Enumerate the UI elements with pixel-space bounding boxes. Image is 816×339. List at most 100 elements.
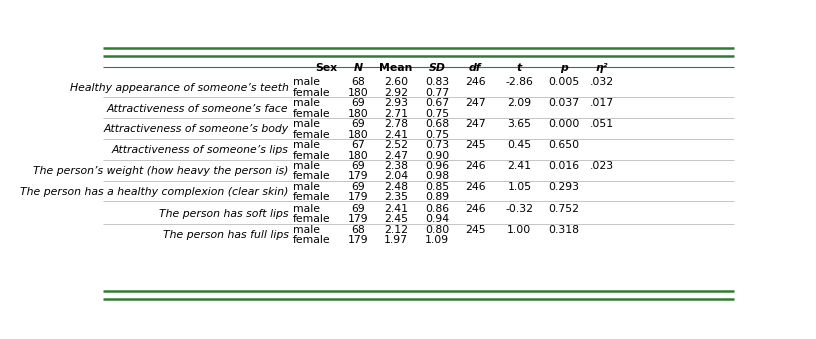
Text: 1.09: 1.09 — [425, 235, 450, 245]
Text: 0.86: 0.86 — [425, 204, 450, 214]
Text: .023: .023 — [589, 161, 614, 171]
Text: 2.41: 2.41 — [384, 204, 408, 214]
Text: 245: 245 — [465, 140, 486, 150]
Text: Sex: Sex — [316, 63, 338, 73]
Text: N: N — [353, 63, 362, 73]
Text: 2.41: 2.41 — [508, 161, 531, 171]
Text: Attractiveness of someone’s face: Attractiveness of someone’s face — [107, 103, 289, 114]
Text: -2.86: -2.86 — [505, 77, 534, 87]
Text: p: p — [560, 63, 567, 73]
Text: male: male — [293, 119, 320, 129]
Text: 2.71: 2.71 — [384, 109, 408, 119]
Text: 0.94: 0.94 — [425, 215, 450, 224]
Text: female: female — [293, 192, 330, 202]
Text: 0.83: 0.83 — [425, 77, 450, 87]
Text: 0.000: 0.000 — [548, 119, 579, 129]
Text: 0.75: 0.75 — [425, 109, 450, 119]
Text: The person’s weight (how heavy the person is): The person’s weight (how heavy the perso… — [33, 166, 289, 176]
Text: The person has full lips: The person has full lips — [162, 230, 289, 240]
Text: The person has soft lips: The person has soft lips — [159, 209, 289, 219]
Text: 0.98: 0.98 — [425, 172, 450, 181]
Text: 69: 69 — [351, 161, 365, 171]
Text: df: df — [469, 63, 481, 73]
Text: -0.32: -0.32 — [505, 204, 534, 214]
Text: 246: 246 — [465, 204, 486, 214]
Text: 2.09: 2.09 — [508, 98, 531, 108]
Text: 1.97: 1.97 — [384, 235, 408, 245]
Text: 179: 179 — [348, 235, 369, 245]
Text: 0.752: 0.752 — [548, 204, 579, 214]
Text: 2.41: 2.41 — [384, 129, 408, 140]
Text: male: male — [293, 161, 320, 171]
Text: 2.45: 2.45 — [384, 215, 408, 224]
Text: 180: 180 — [348, 129, 369, 140]
Text: 179: 179 — [348, 192, 369, 202]
Text: female: female — [293, 235, 330, 245]
Text: male: male — [293, 182, 320, 192]
Text: 68: 68 — [351, 77, 365, 87]
Text: 1.00: 1.00 — [508, 225, 531, 235]
Text: male: male — [293, 140, 320, 150]
Text: male: male — [293, 204, 320, 214]
Text: female: female — [293, 151, 330, 161]
Text: .032: .032 — [589, 77, 614, 87]
Text: 2.78: 2.78 — [384, 119, 408, 129]
Text: 0.016: 0.016 — [548, 161, 579, 171]
Text: 179: 179 — [348, 215, 369, 224]
Text: female: female — [293, 129, 330, 140]
Text: 0.037: 0.037 — [548, 98, 579, 108]
Text: 180: 180 — [348, 88, 369, 98]
Text: 246: 246 — [465, 182, 486, 192]
Text: 69: 69 — [351, 119, 365, 129]
Text: 0.318: 0.318 — [548, 225, 579, 235]
Text: 0.75: 0.75 — [425, 129, 450, 140]
Text: male: male — [293, 225, 320, 235]
Text: 1.05: 1.05 — [508, 182, 531, 192]
Text: Attractiveness of someone’s lips: Attractiveness of someone’s lips — [112, 145, 289, 155]
Text: male: male — [293, 98, 320, 108]
Text: 246: 246 — [465, 77, 486, 87]
Text: 67: 67 — [351, 140, 365, 150]
Text: 246: 246 — [465, 161, 486, 171]
Text: Attractiveness of someone’s body: Attractiveness of someone’s body — [104, 124, 289, 135]
Text: 2.12: 2.12 — [384, 225, 408, 235]
Text: 69: 69 — [351, 182, 365, 192]
Text: 0.85: 0.85 — [425, 182, 450, 192]
Text: 2.60: 2.60 — [384, 77, 408, 87]
Text: 0.80: 0.80 — [425, 225, 450, 235]
Text: 0.005: 0.005 — [548, 77, 579, 87]
Text: 180: 180 — [348, 109, 369, 119]
Text: 0.90: 0.90 — [425, 151, 450, 161]
Text: 2.47: 2.47 — [384, 151, 408, 161]
Text: 0.293: 0.293 — [548, 182, 579, 192]
Text: 0.77: 0.77 — [425, 88, 450, 98]
Text: 0.89: 0.89 — [425, 192, 450, 202]
Text: The person has a healthy complexion (clear skin): The person has a healthy complexion (cle… — [20, 187, 289, 197]
Text: 2.52: 2.52 — [384, 140, 408, 150]
Text: 2.35: 2.35 — [384, 192, 408, 202]
Text: female: female — [293, 215, 330, 224]
Text: SD: SD — [428, 63, 446, 73]
Text: 2.48: 2.48 — [384, 182, 408, 192]
Text: η²: η² — [596, 63, 608, 73]
Text: 0.650: 0.650 — [548, 140, 579, 150]
Text: female: female — [293, 109, 330, 119]
Text: female: female — [293, 172, 330, 181]
Text: 247: 247 — [465, 119, 486, 129]
Text: 2.92: 2.92 — [384, 88, 408, 98]
Text: 0.68: 0.68 — [425, 119, 450, 129]
Text: female: female — [293, 88, 330, 98]
Text: 69: 69 — [351, 204, 365, 214]
Text: 2.38: 2.38 — [384, 161, 408, 171]
Text: 69: 69 — [351, 98, 365, 108]
Text: male: male — [293, 77, 320, 87]
Text: 247: 247 — [465, 98, 486, 108]
Text: t: t — [517, 63, 522, 73]
Text: 68: 68 — [351, 225, 365, 235]
Text: Healthy appearance of someone’s teeth: Healthy appearance of someone’s teeth — [69, 83, 289, 93]
Text: 0.67: 0.67 — [425, 98, 450, 108]
Text: .017: .017 — [589, 98, 614, 108]
Text: 180: 180 — [348, 151, 369, 161]
Text: 2.93: 2.93 — [384, 98, 408, 108]
Text: 0.96: 0.96 — [425, 161, 450, 171]
